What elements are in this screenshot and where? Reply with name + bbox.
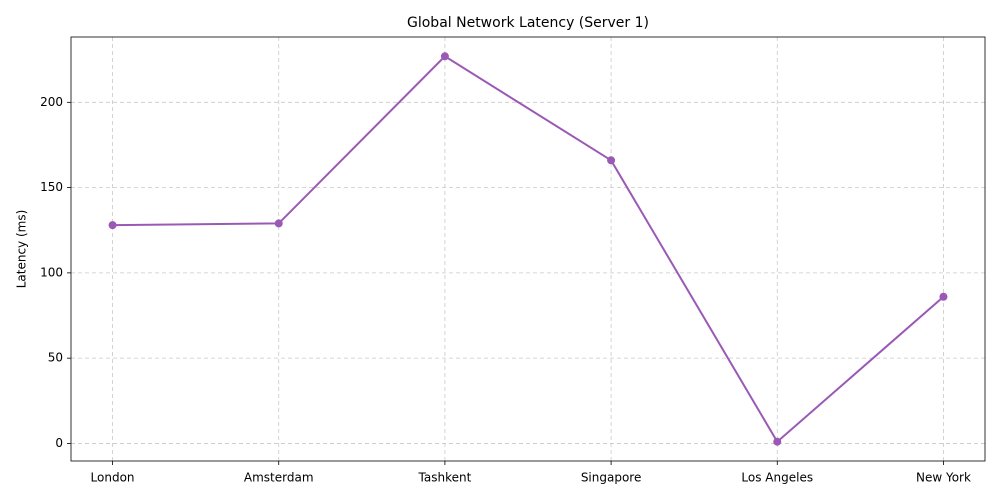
point — [108, 221, 117, 230]
x-tick-label: Los Angeles — [741, 471, 813, 485]
point — [440, 52, 449, 61]
x-tick-label: London — [91, 471, 135, 485]
x-tick-label: Tashkent — [418, 471, 472, 485]
y-tick-label: 50 — [48, 351, 63, 365]
line — [112, 55, 945, 444]
point — [939, 292, 948, 301]
point — [607, 156, 616, 165]
y-tick-label: 100 — [40, 265, 63, 279]
point — [773, 437, 782, 446]
y-tick-label: 0 — [55, 436, 63, 450]
y-tick-label: 150 — [40, 180, 63, 194]
chart-title: Global Network Latency (Server 1) — [407, 15, 649, 31]
y-axis-label: Latency (ms) — [15, 210, 29, 289]
y-tick-label: 200 — [40, 95, 63, 109]
plot-frame — [70, 36, 986, 462]
x-tick-label: New York — [916, 471, 971, 485]
point — [274, 219, 283, 228]
x-tick-label: Singapore — [581, 471, 642, 485]
x-tick-label: Amsterdam — [244, 471, 314, 485]
